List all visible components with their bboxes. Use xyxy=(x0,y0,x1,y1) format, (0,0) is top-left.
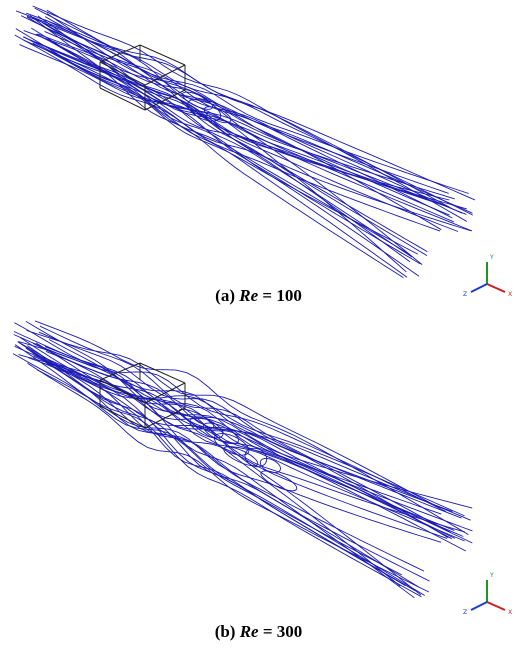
streamline xyxy=(19,337,419,588)
axis-label: X xyxy=(508,609,512,616)
caption-relation: = xyxy=(262,622,273,641)
streamline xyxy=(25,347,403,576)
streamline xyxy=(45,350,453,540)
streamline xyxy=(48,339,473,532)
vortex-loop xyxy=(244,447,268,468)
obstacle-edge xyxy=(139,44,186,66)
streamline xyxy=(23,39,455,200)
axis-label: X xyxy=(508,291,512,298)
caption: (a) Re = 100 xyxy=(0,286,517,306)
streamline xyxy=(45,361,430,582)
streamline xyxy=(35,342,415,599)
vortex-loop xyxy=(260,470,298,492)
streamline xyxy=(26,330,441,509)
streamline xyxy=(15,28,419,255)
axis-x xyxy=(486,283,506,293)
streamline xyxy=(49,50,467,210)
caption-variable: Re xyxy=(239,286,259,305)
caption-label: (b) xyxy=(214,622,236,641)
streamline xyxy=(18,341,425,572)
streamline xyxy=(25,321,422,596)
streamline xyxy=(33,16,411,263)
vortex-loop xyxy=(187,98,222,122)
streamline xyxy=(27,345,406,587)
vortex-loop xyxy=(202,422,239,445)
streamline xyxy=(41,358,466,533)
axis-label: Z xyxy=(463,609,467,616)
vortex-loop xyxy=(181,91,214,110)
streamline xyxy=(45,49,472,232)
vortex-loop xyxy=(203,106,232,124)
streamline xyxy=(26,16,428,252)
caption-relation: = xyxy=(262,286,273,305)
streamline xyxy=(14,345,473,509)
streamline xyxy=(26,12,454,210)
axis-z xyxy=(470,601,488,611)
obstacle-edge xyxy=(99,379,146,404)
axis-label: Z xyxy=(463,291,467,298)
obstacle-edge xyxy=(99,362,141,381)
streamline xyxy=(39,325,451,533)
streamline xyxy=(38,35,413,258)
streamline xyxy=(44,19,469,194)
streamline xyxy=(38,331,449,539)
caption-variable: Re xyxy=(239,622,259,641)
streamline xyxy=(49,40,420,277)
streamline xyxy=(13,331,462,519)
streamline xyxy=(45,27,453,219)
axis-label: Y xyxy=(489,572,494,579)
vortex-loop xyxy=(213,433,250,456)
streamline xyxy=(34,7,423,266)
streamline xyxy=(26,15,474,216)
caption-label: (a) xyxy=(215,286,235,305)
obstacle-edge xyxy=(99,61,146,86)
caption-value: 100 xyxy=(276,286,302,305)
vortex-loop xyxy=(223,446,259,467)
obstacle-edge xyxy=(144,64,186,86)
obstacle-edge xyxy=(144,407,186,429)
streamline xyxy=(48,361,453,513)
streamline xyxy=(29,15,404,278)
obstacle-edge xyxy=(99,405,146,429)
streamline xyxy=(17,341,448,539)
streamline xyxy=(46,9,407,273)
streamline xyxy=(14,344,422,598)
streamline xyxy=(14,34,441,232)
obstacle-edge xyxy=(139,362,186,384)
caption-value: 300 xyxy=(276,622,303,641)
streamline xyxy=(18,354,465,517)
axis-label: Y xyxy=(489,254,494,261)
obstacle-edge xyxy=(99,87,146,111)
axis-z xyxy=(470,283,488,293)
obstacle-edge xyxy=(99,44,141,63)
obstacle-edge xyxy=(144,382,186,404)
caption: (b) Re = 300 xyxy=(0,622,517,642)
vortex-loop xyxy=(189,416,224,439)
obstacle-edge xyxy=(144,89,186,111)
streamline xyxy=(15,10,476,201)
streamline xyxy=(32,352,464,537)
axis-x xyxy=(486,601,506,611)
